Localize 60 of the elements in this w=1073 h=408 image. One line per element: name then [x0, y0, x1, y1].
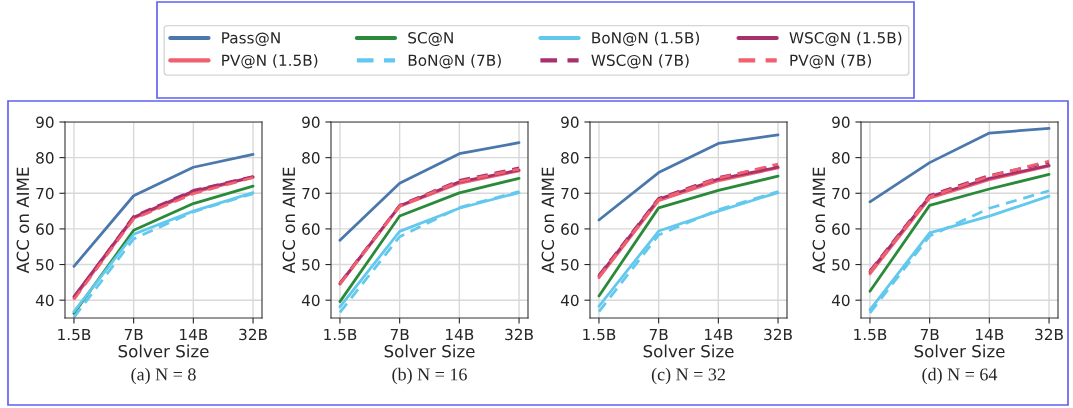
text: (a) N = 8 [131, 367, 196, 385]
y-tick-label: 70 [36, 187, 54, 200]
x-axis-title: Solver Size [914, 344, 1005, 358]
y-tick-label: 70 [302, 187, 320, 200]
y-tick-label: 90 [832, 116, 850, 129]
y-axis-title: ACC on AIME [282, 167, 296, 274]
y-tick-label: 70 [561, 187, 579, 200]
y-tick-label: 60 [832, 223, 850, 235]
y-tick-label: 50 [302, 259, 320, 271]
y-tick-label: 60 [561, 223, 579, 235]
y-tick-label: 80 [302, 152, 320, 164]
x-axis-title: Solver Size [118, 344, 209, 358]
legend-label: SC@N [408, 32, 453, 47]
y-tick-label: 60 [302, 223, 320, 235]
legend-label: BoN@N (7B) [408, 54, 501, 69]
y-axis-title: ACC on AIME [541, 167, 555, 274]
x-tick-label: 7B [390, 328, 409, 341]
legend-label: BoN@N (1.5B) [592, 31, 700, 47]
x-axis-title: Solver Size [643, 344, 734, 358]
y-tick-label: 40 [831, 294, 850, 307]
y-axis-title: ACC on AIME [16, 167, 30, 274]
x-tick-label: 1.5B [583, 328, 616, 341]
x-tick-label: 1.5B [58, 328, 91, 341]
legend-label: Pass@N [222, 32, 280, 47]
x-tick-label: 14B [976, 328, 1004, 341]
text: (c) N = 32 [651, 367, 725, 385]
y-tick-label: 80 [832, 152, 850, 164]
y-tick-label: 40 [35, 294, 54, 307]
y-axis-title: ACC on AIME [812, 167, 826, 274]
y-tick-label: 90 [561, 116, 579, 129]
x-tick-label: 14B [180, 328, 208, 341]
x-tick-label: 32B [1035, 328, 1063, 341]
x-tick-label: 32B [764, 328, 792, 341]
x-tick-label: 32B [239, 328, 267, 341]
y-tick-label: 40 [301, 294, 320, 307]
x-tick-label: 14B [446, 328, 474, 341]
x-tick-label: 14B [705, 328, 733, 341]
y-tick-label: 50 [832, 259, 850, 271]
y-tick-label: 80 [36, 152, 54, 164]
y-tick-label: 60 [36, 223, 54, 235]
text: (d) N = 64 [922, 367, 998, 385]
y-tick-label: 40 [560, 294, 579, 307]
x-tick-label: 32B [505, 328, 533, 341]
y-tick-label: 70 [832, 187, 850, 200]
x-tick-label: 7B [920, 328, 939, 341]
legend-label: WSC@N (1.5B) [789, 31, 902, 47]
y-tick-label: 50 [561, 259, 579, 271]
y-tick-label: 50 [36, 259, 54, 271]
legend-label: PV@N (7B) [790, 54, 871, 69]
x-tick-label: 1.5B [854, 328, 887, 341]
x-axis-title: Solver Size [384, 344, 475, 358]
y-tick-label: 90 [36, 116, 54, 129]
y-tick-label: 90 [302, 116, 320, 129]
legend-label: PV@N (1.5B) [222, 54, 318, 69]
x-tick-label: 1.5B [324, 328, 357, 341]
x-tick-label: 7B [124, 328, 143, 341]
y-tick-label: 80 [561, 152, 579, 164]
x-tick-label: 7B [649, 328, 668, 341]
text: (b) N = 16 [392, 367, 467, 385]
legend-label: WSC@N (7B) [591, 54, 689, 69]
